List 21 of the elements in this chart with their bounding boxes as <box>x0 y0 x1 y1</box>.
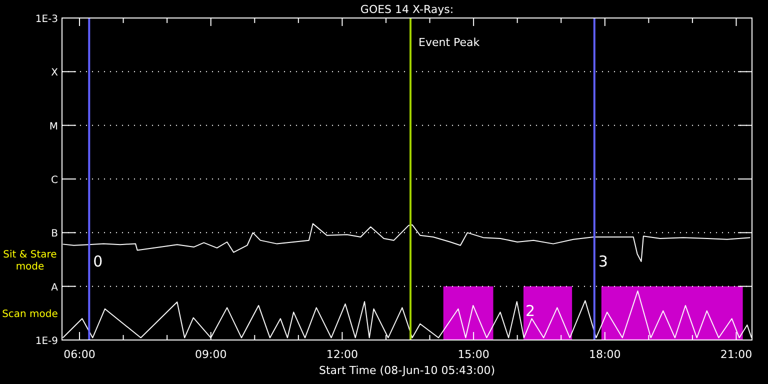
x-tick-label: 06:00 <box>64 348 96 361</box>
y-tick-label: 1E-9 <box>35 336 58 347</box>
y-tick-label: A <box>51 282 58 294</box>
x-tick-label: 18:00 <box>589 348 621 361</box>
y-tick-label: X <box>51 68 58 79</box>
x-tick-label: 09:00 <box>195 348 227 361</box>
y-tick-label: 1E-3 <box>35 14 58 25</box>
x-tick-label: 12:00 <box>326 348 358 361</box>
x-tick-label: 15:00 <box>458 348 490 361</box>
text: Sit & Stare mode <box>3 250 57 272</box>
ref-line-label: Event Peak <box>418 36 480 49</box>
y-tick-label: C <box>51 175 58 186</box>
annotation: 0 <box>93 252 103 271</box>
annotation: 3 <box>598 252 608 271</box>
x-axis-title: Start Time (08-Jun-10 05:43:00) <box>319 364 495 377</box>
y-tick-label: B <box>51 228 58 240</box>
y-tick-label: M <box>49 121 58 132</box>
text: Scan mode <box>2 309 58 320</box>
band-label: 2 <box>525 302 536 320</box>
x-tick-label: 21:00 <box>720 348 752 361</box>
chart-title: GOES 14 X-Rays: <box>360 3 454 16</box>
